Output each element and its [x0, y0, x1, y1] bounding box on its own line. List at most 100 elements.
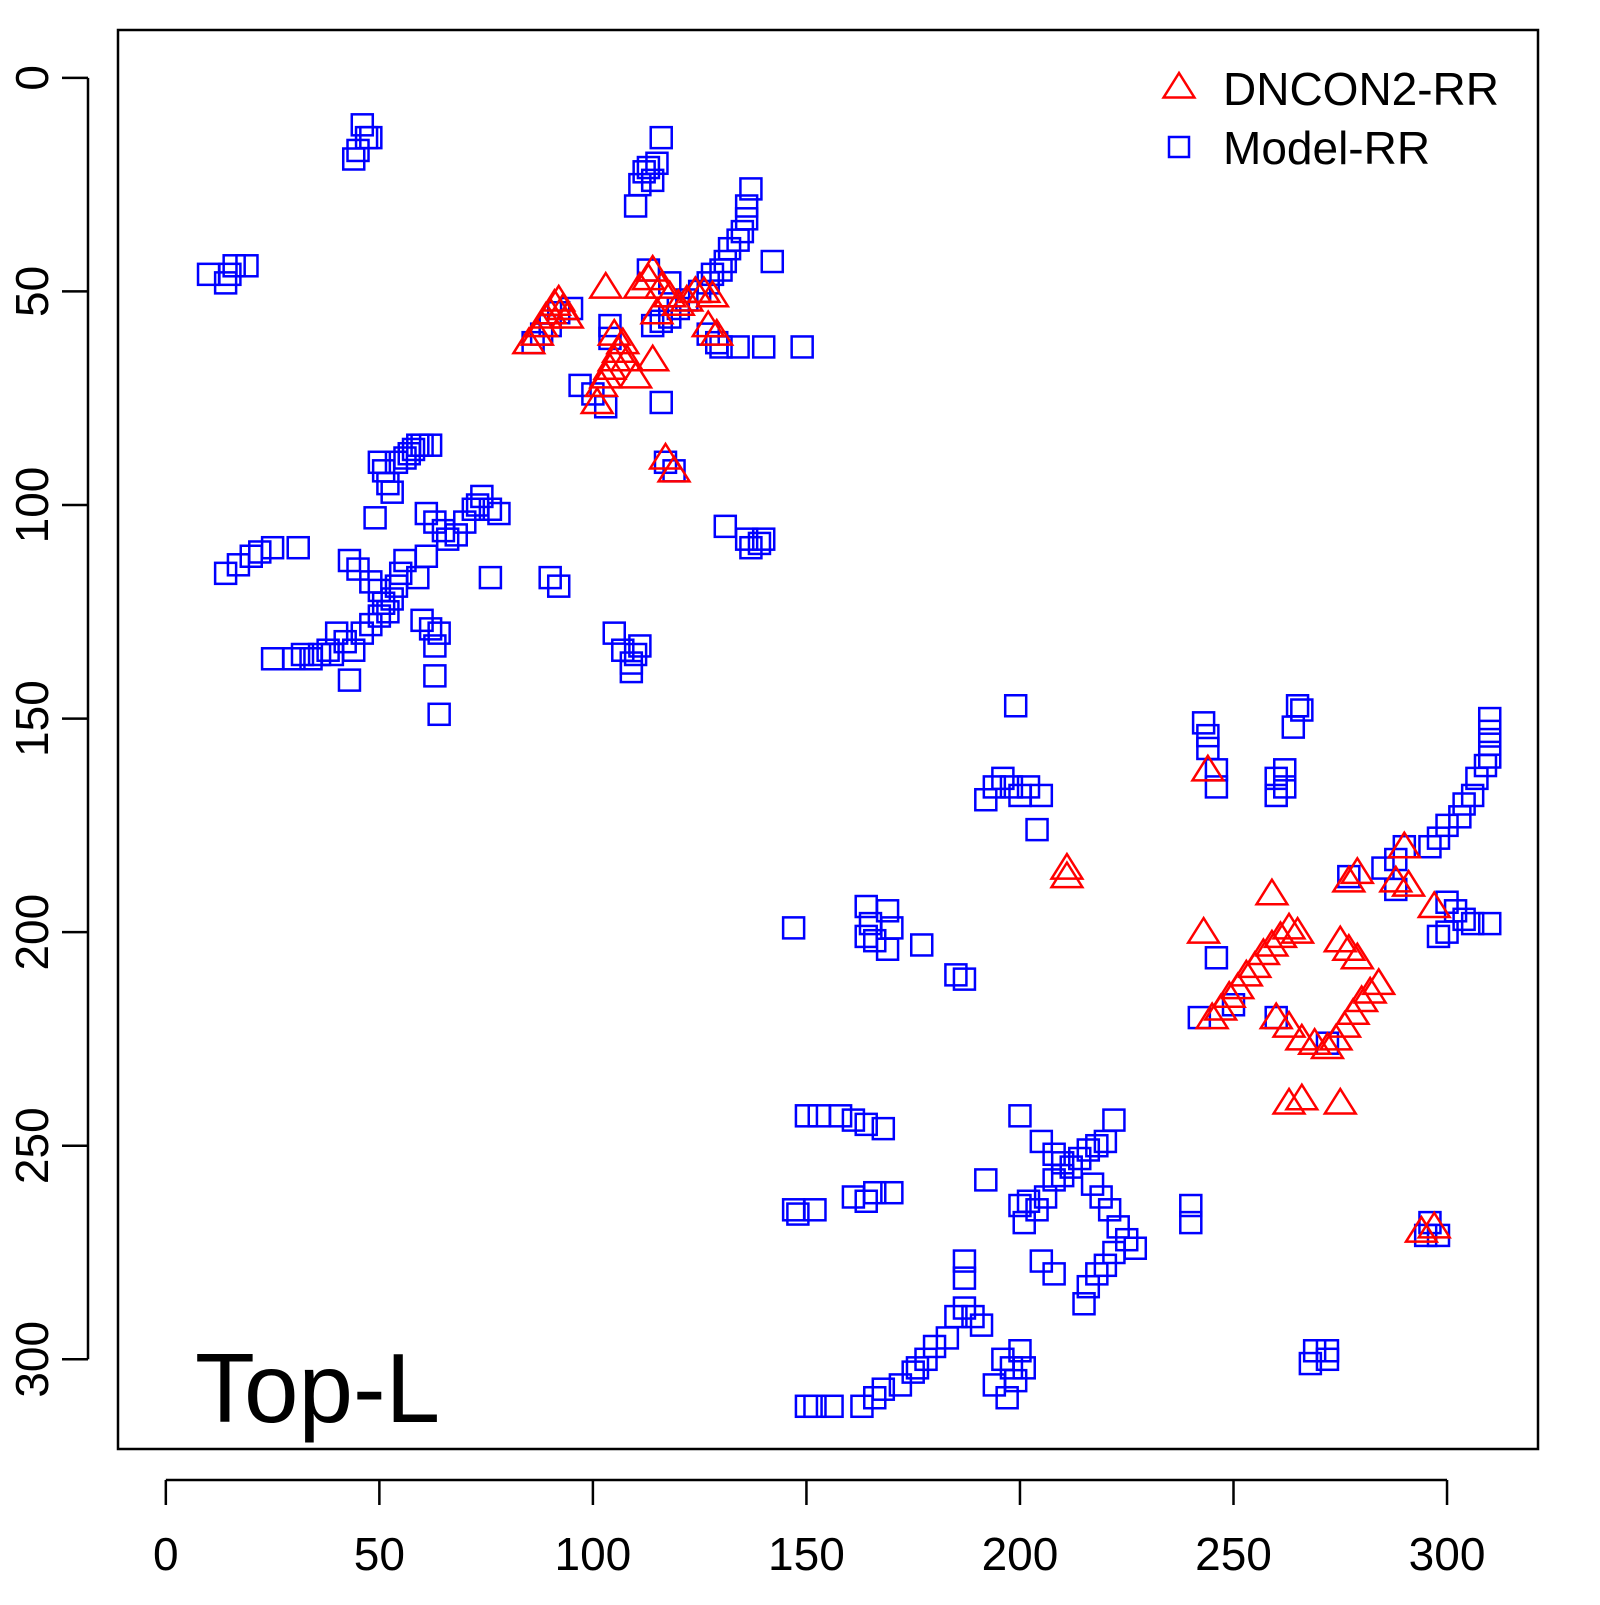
model-rr-point [286, 535, 310, 560]
model-rr-point [619, 659, 644, 684]
model-rr-point [1050, 1151, 1075, 1175]
dncon2-rr-point [686, 275, 722, 304]
model-rr-point [854, 1189, 878, 1214]
model-rr-point [423, 664, 447, 688]
model-rr-point [871, 1116, 896, 1141]
dncon2-rr-point [1185, 915, 1222, 944]
model-rr-point [1302, 1339, 1327, 1363]
model-rr-point [1093, 1253, 1118, 1278]
model-rr-point [1384, 877, 1408, 902]
model-rr-point [734, 194, 759, 218]
dncon2-rr-point [1352, 975, 1388, 1004]
dncon2-rr-point [549, 300, 585, 329]
dncon2-rr-point [1331, 864, 1367, 893]
model-rr-point [854, 1112, 878, 1137]
model-rr-point [1264, 783, 1288, 808]
dncon2-rr-point [1211, 979, 1247, 1008]
model-rr-point [1012, 1356, 1036, 1380]
model-rr-point [478, 565, 503, 590]
model-rr-point [414, 501, 439, 526]
y-tick-label: 150 [6, 680, 58, 757]
model-rr-point [213, 271, 238, 295]
model-rr-point [359, 612, 383, 637]
model-rr-point [854, 924, 878, 949]
dncon2-rr-point [609, 343, 645, 372]
model-rr-point [952, 1249, 977, 1273]
plot-marks [196, 113, 1502, 1419]
model-rr-point [418, 433, 443, 457]
model-rr-point [1029, 1129, 1054, 1154]
model-rr-point [1272, 775, 1297, 799]
model-rr-point [350, 621, 375, 645]
model-rr-point [1281, 715, 1306, 739]
dncon2-rr-point [639, 296, 675, 325]
model-rr-point [1003, 694, 1028, 718]
model-rr-point [961, 1304, 985, 1329]
dncon2-rr-point [1339, 941, 1376, 970]
model-rr-point [384, 450, 409, 475]
dncon2-rr-point [1271, 1009, 1307, 1038]
model-rr-point [299, 647, 323, 671]
model-rr-point [807, 1104, 831, 1128]
model-rr-point [470, 484, 494, 509]
model-rr-point [538, 565, 562, 590]
model-rr-point [747, 531, 772, 556]
model-rr-point [418, 617, 443, 641]
x-tick-label: 0 [153, 1528, 179, 1580]
model-rr-point [935, 1326, 960, 1350]
model-rr-point [982, 1373, 1007, 1397]
model-rr-point [213, 561, 238, 586]
model-rr-point [346, 557, 370, 581]
dncon2-rr-point [596, 317, 632, 346]
dncon2-rr-point [652, 279, 688, 308]
model-rr-point [875, 899, 900, 923]
model-rr-point [974, 787, 998, 812]
model-rr-point [1050, 1163, 1075, 1188]
model-rr-point [1102, 1108, 1126, 1132]
y-tick-label: 200 [6, 894, 58, 971]
model-rr-point [1179, 1210, 1203, 1235]
model-rr-point [337, 668, 362, 692]
model-rr-point [999, 1356, 1024, 1380]
model-rr-point [363, 506, 387, 530]
dncon2-rr-point [1284, 1082, 1320, 1111]
dncon2-rr-point [690, 309, 726, 338]
dncon2-rr-point [1254, 928, 1290, 957]
model-rr-point [700, 262, 725, 287]
model-rr-point [974, 1168, 998, 1192]
model-rr-point [260, 647, 285, 671]
dncon2-rr-point [1049, 860, 1085, 889]
model-rr-point [1029, 1249, 1054, 1273]
model-rr-point [623, 642, 648, 667]
dncon2-rr-point [1343, 984, 1380, 1013]
y-tick-label: 300 [6, 1321, 58, 1398]
dncon2-rr-point [1309, 1031, 1346, 1060]
model-rr-point [333, 629, 357, 654]
model-rr-point [380, 587, 404, 611]
model-rr-point [1179, 1193, 1203, 1218]
model-rr-point [235, 254, 259, 278]
model-rr-point [1298, 1351, 1323, 1376]
dncon2-rr-point [1194, 1001, 1230, 1030]
model-rr-point [1029, 783, 1054, 808]
model-rr-point [863, 928, 887, 953]
model-rr-point [1033, 1185, 1058, 1209]
model-rr-point [730, 219, 755, 244]
dncon2-rr-point [1271, 1086, 1307, 1115]
y-tick-label: 250 [6, 1107, 58, 1184]
model-rr-point [1371, 856, 1395, 880]
x-tick-label: 250 [1195, 1528, 1272, 1580]
dncon2-rr-point [579, 386, 615, 415]
dncon2-rr-point [1228, 958, 1264, 987]
model-rr-point [888, 1373, 913, 1397]
model-rr-point [316, 638, 340, 662]
model-rr-point [751, 335, 776, 359]
dncon2-rr-point [511, 326, 547, 355]
model-rr-point [218, 262, 242, 287]
dncon2-rr-point [1322, 1086, 1358, 1115]
dncon2-rr-point [1245, 937, 1282, 966]
y-tick-label: 0 [6, 65, 58, 91]
x-tick-label: 150 [768, 1528, 845, 1580]
y-tick-label: 50 [6, 266, 58, 317]
dncon2-rr-point [536, 287, 573, 316]
